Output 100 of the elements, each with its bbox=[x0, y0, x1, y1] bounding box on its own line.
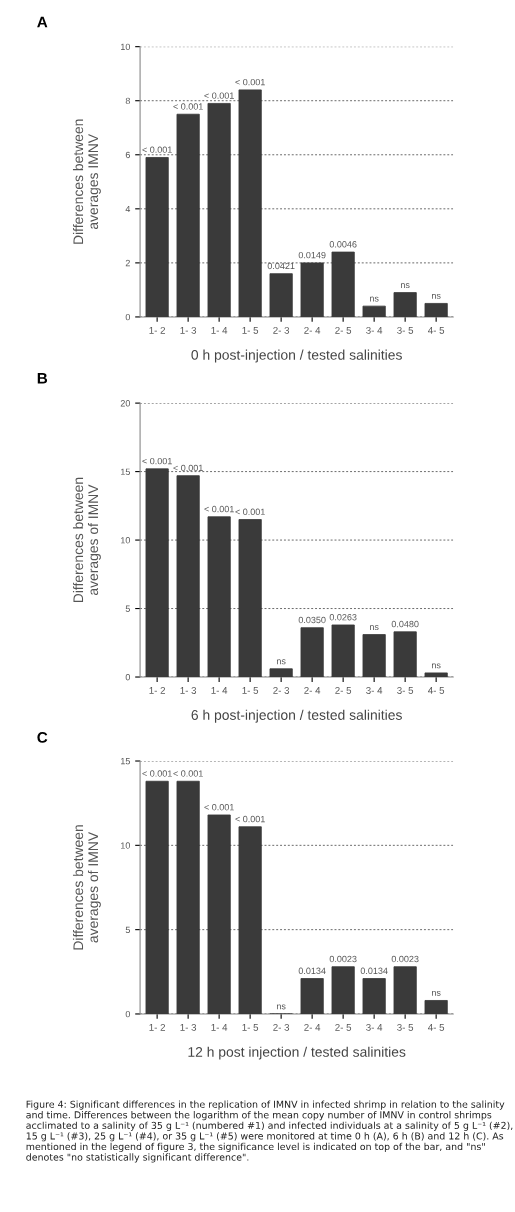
annotation: 0.0263 bbox=[329, 614, 357, 621]
x-tick-label: 2- 5 bbox=[335, 326, 352, 334]
annotation: < 0.001 bbox=[173, 103, 203, 110]
chart-title: C bbox=[37, 732, 48, 743]
bar bbox=[207, 814, 231, 1014]
x-tick-label: 1- 5 bbox=[242, 1024, 259, 1031]
x-tick-label: 1- 2 bbox=[149, 326, 166, 334]
x-tick-label: 2- 4 bbox=[304, 326, 321, 334]
y-tick-label: 15 bbox=[121, 468, 130, 475]
annotation: 0.0350 bbox=[298, 616, 326, 624]
x-tick-label: 2- 3 bbox=[273, 1023, 290, 1031]
annotation: < 0.001 bbox=[204, 804, 234, 811]
x-tick-label: 3- 4 bbox=[366, 326, 383, 334]
bar bbox=[176, 780, 200, 1014]
annotation: 0.0023 bbox=[329, 955, 357, 963]
annotation: < 0.001 bbox=[204, 92, 234, 99]
x-tick-label: 2- 4 bbox=[304, 1023, 321, 1031]
bar bbox=[207, 516, 231, 678]
bar bbox=[362, 978, 386, 1014]
annotation: < 0.001 bbox=[235, 78, 265, 86]
y-axis-title: Differences between averages of IMNV bbox=[72, 477, 101, 603]
y-tick-label: 6 bbox=[125, 151, 130, 159]
x-tick-label: 3- 4 bbox=[366, 1023, 383, 1031]
bar bbox=[269, 273, 293, 317]
x-tick-label: 3- 5 bbox=[397, 1023, 414, 1031]
annotation: < 0.001 bbox=[173, 464, 203, 472]
bar bbox=[176, 475, 200, 678]
y-tick-label: 20 bbox=[120, 400, 131, 407]
annotation: ns bbox=[276, 659, 286, 665]
annotation: ns bbox=[431, 663, 441, 669]
annotation: ns bbox=[369, 625, 379, 630]
x-tick-label: 1- 4 bbox=[211, 327, 228, 334]
bar bbox=[145, 468, 169, 678]
bar bbox=[145, 780, 169, 1014]
y-tick-label: 8 bbox=[125, 97, 130, 105]
annotation: 0.0421 bbox=[267, 262, 295, 270]
x-tick-label: 3- 4 bbox=[366, 687, 383, 694]
y-axis-title: Differences between averages of IMNV bbox=[72, 825, 101, 950]
x-tick-label: 4- 5 bbox=[428, 327, 445, 334]
bar bbox=[176, 113, 200, 317]
annotation: 0.0023 bbox=[391, 955, 419, 963]
bar bbox=[238, 519, 262, 678]
y-tick-label: 15 bbox=[121, 758, 130, 765]
x-tick-label: 1- 4 bbox=[211, 687, 228, 694]
x-tick-label: 2- 5 bbox=[335, 687, 352, 694]
annotation: ns bbox=[276, 1004, 286, 1010]
x-tick-label: 2- 4 bbox=[304, 687, 321, 694]
x-tick-label: 3- 5 bbox=[397, 326, 414, 334]
annotation: ns bbox=[400, 283, 410, 289]
x-tick-label: 2- 3 bbox=[273, 687, 290, 694]
annotation: < 0.001 bbox=[235, 815, 265, 823]
bar bbox=[331, 251, 355, 317]
bar bbox=[145, 157, 169, 317]
x-axis-title: 12 h post injection / tested salinities bbox=[188, 1046, 406, 1060]
bar bbox=[393, 631, 417, 678]
x-tick-label: 1- 3 bbox=[180, 326, 197, 334]
bar bbox=[269, 668, 293, 678]
x-tick-label: 2- 3 bbox=[273, 326, 290, 334]
x-tick-label: 1- 2 bbox=[149, 687, 166, 694]
y-tick-label: 5 bbox=[125, 605, 130, 612]
bar bbox=[238, 826, 262, 1014]
x-tick-label: 1- 3 bbox=[180, 1023, 197, 1031]
x-tick-label: 1- 5 bbox=[242, 327, 259, 334]
chart-title: A bbox=[37, 16, 48, 28]
annotation: ns bbox=[369, 296, 379, 302]
bar bbox=[424, 672, 448, 678]
annotation: < 0.001 bbox=[173, 770, 203, 777]
bar bbox=[300, 627, 324, 678]
chart-title: B bbox=[37, 373, 48, 384]
bar bbox=[393, 966, 417, 1014]
bar bbox=[362, 634, 386, 678]
bar bbox=[300, 262, 324, 317]
annotation: < 0.001 bbox=[142, 146, 172, 153]
bar bbox=[424, 1000, 448, 1014]
y-tick-label: 5 bbox=[125, 926, 130, 933]
x-tick-label: 1- 2 bbox=[149, 1023, 166, 1031]
x-tick-label: 1- 4 bbox=[211, 1024, 228, 1031]
annotation: 0.0134 bbox=[298, 967, 326, 974]
y-tick-label: 10 bbox=[121, 537, 131, 544]
annotation: < 0.001 bbox=[204, 505, 234, 513]
x-axis-title: 6 h post-injection / tested salinities bbox=[191, 709, 402, 723]
y-tick-label: 0 bbox=[125, 313, 131, 321]
caption: Figure 4: Significant differences in the replication of IMNV in infected shrimp in relation to the salinity and time. Differences between the logarithm of the mean copy number of IMNV in control shrimps acclimated to a salinity of 35 g L⁻¹ (numbered #1) and infected individuals at a salinity of 5 g L⁻¹ (#2), 15 g L⁻¹ (#3), 25 g L⁻¹ (#4), or 35 g L⁻¹ (#5) were monitored at time 0 h (A), 6 h (B) and 12 h (C). As mentioned in the legend of figure 3, the significance level is indicated on top of the bar, and "ns" denotes "no statistically significant difference". bbox=[26, 1100, 513, 1163]
y-axis-title: Differences between averages IMNV bbox=[72, 119, 101, 244]
annotation: < 0.001 bbox=[142, 457, 172, 465]
bar bbox=[393, 292, 417, 317]
annotation: 0.0046 bbox=[329, 241, 357, 248]
bar bbox=[238, 89, 262, 317]
y-tick-label: 4 bbox=[125, 205, 131, 213]
annotation: < 0.001 bbox=[142, 770, 172, 777]
x-tick-label: 1- 5 bbox=[242, 687, 259, 694]
x-tick-label: 1- 3 bbox=[180, 687, 197, 694]
y-tick-label: 0 bbox=[125, 1010, 131, 1018]
x-axis-title: 0 h post-injection / tested salinities bbox=[191, 349, 402, 363]
y-tick-label: 10 bbox=[121, 43, 131, 51]
annotation: 0.0480 bbox=[391, 620, 419, 628]
x-tick-label: 4- 5 bbox=[428, 1024, 445, 1031]
x-tick-label: 3- 5 bbox=[397, 687, 414, 694]
annotation: 0.0149 bbox=[298, 251, 326, 259]
annotation: 0.0134 bbox=[360, 967, 388, 974]
